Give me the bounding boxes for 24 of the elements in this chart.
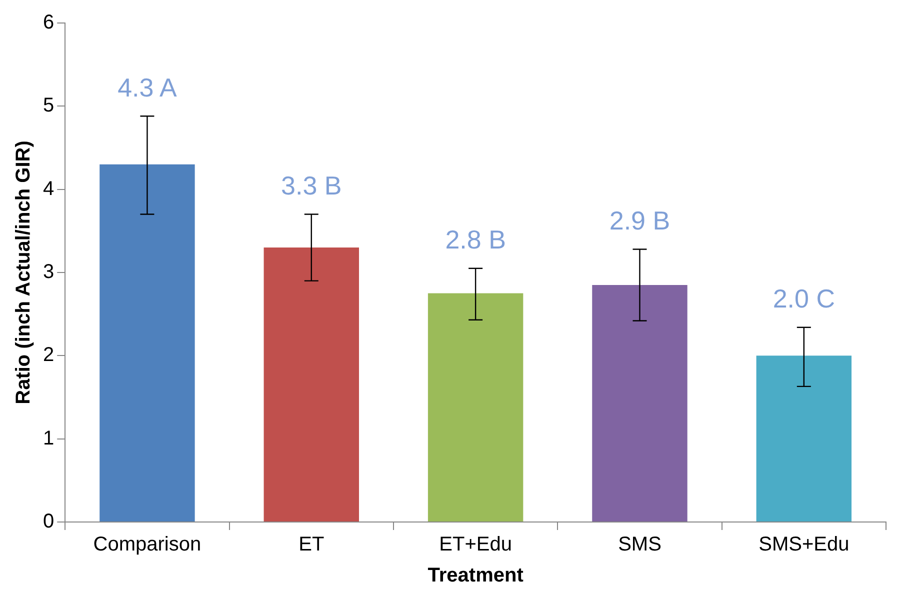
y-tick-label: 6 (43, 12, 54, 34)
data-label: 4.3 A (118, 72, 178, 102)
x-tick-label: ET+Edu (439, 534, 512, 556)
data-label: 2.9 B (609, 205, 670, 236)
x-tick-label: SMS+Edu (758, 534, 850, 556)
x-tick-label: SMS (618, 534, 662, 556)
data-label: 2.0 C (772, 284, 835, 314)
y-tick-label: 1 (43, 427, 54, 450)
bar (264, 248, 359, 522)
bar (428, 293, 524, 522)
y-axis-title: Ratio (inch Actual/inch GIR) (12, 140, 35, 404)
data-label: 3.3 B (281, 170, 342, 200)
bar (756, 356, 852, 522)
y-tick-label: 0 (43, 510, 54, 533)
x-tick-label: ET (298, 534, 324, 556)
bar (592, 284, 688, 522)
bar (100, 164, 195, 522)
y-tick-label: 4 (43, 178, 54, 200)
y-tick-label: 5 (43, 94, 54, 117)
x-axis-title: Treatment (428, 564, 524, 587)
y-tick-label: 2 (43, 344, 54, 366)
y-tick-label: 3 (43, 261, 54, 284)
data-label: 2.8 B (445, 224, 506, 255)
x-tick-label: Comparison (93, 534, 202, 556)
